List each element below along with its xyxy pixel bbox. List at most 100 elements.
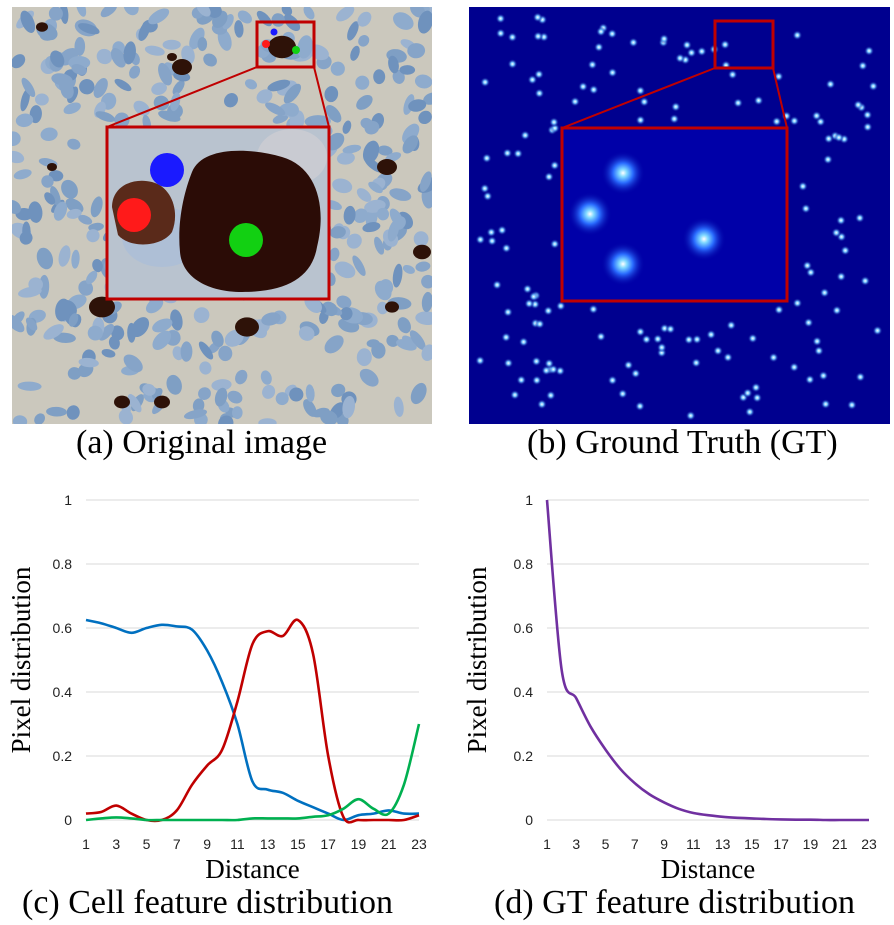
density-dot (486, 227, 497, 238)
nucleus (85, 270, 98, 285)
nucleus (152, 318, 173, 333)
density-dot (549, 239, 560, 249)
nucleus (303, 5, 315, 20)
nucleus (61, 179, 78, 199)
nucleus (127, 394, 142, 413)
density-dot (803, 317, 814, 328)
x-tick-label: 19 (803, 836, 819, 852)
nucleus (392, 69, 405, 84)
nucleus (198, 387, 211, 400)
density-dot (686, 47, 697, 58)
nucleus (211, 379, 232, 391)
density-dot (812, 336, 823, 347)
nucleus (227, 390, 243, 404)
x-tick-label: 5 (602, 836, 610, 852)
nucleus (389, 188, 412, 201)
nucleus (407, 43, 426, 59)
cell-feature-chart: 0 0.2 0.4 0.6 0.8 1 1 3 5 7 9 11 13 15 17 19 21 23 Distanc… (0, 480, 440, 885)
nucleus (98, 323, 115, 341)
nucleus (86, 229, 100, 243)
blue-marker-large (150, 153, 184, 187)
density-dot (670, 101, 681, 112)
nucleus (96, 48, 113, 65)
ground-truth-image (469, 7, 890, 424)
density-dot (533, 31, 544, 42)
density-dot (522, 284, 533, 294)
nucleus (324, 335, 344, 354)
density-dot (588, 84, 599, 95)
density-dot (692, 334, 702, 345)
nucleus (183, 409, 208, 420)
nucleus (148, 8, 170, 25)
density-dot (639, 96, 650, 107)
density-dot (527, 74, 538, 85)
nucleus (402, 264, 415, 274)
density-dot (607, 67, 618, 78)
density-dot (665, 324, 676, 335)
nucleus (320, 410, 338, 426)
x-tick-label: 7 (173, 836, 181, 852)
zoom-inset (105, 125, 331, 301)
x-tick-label: 21 (381, 836, 397, 852)
y-tick-label: 0.4 (53, 684, 73, 700)
nucleus (350, 45, 360, 61)
nucleus (101, 348, 116, 358)
density-dot (587, 59, 598, 70)
density-dot (797, 181, 808, 192)
nucleus (342, 120, 352, 134)
density-dot (516, 375, 527, 385)
series-line (545, 499, 869, 822)
nucleus (298, 326, 315, 341)
nucleus (336, 5, 355, 22)
nucleus (59, 2, 69, 24)
density-dot (628, 37, 639, 48)
caption-d: (d) GT feature distribution (494, 884, 856, 921)
y-tick-label: 0.2 (53, 748, 73, 764)
nucleus (265, 102, 286, 116)
density-dot (475, 234, 486, 245)
density-dot (733, 97, 744, 108)
x-tick-label: 19 (351, 836, 367, 852)
nucleus (88, 222, 104, 232)
density-dot (532, 12, 543, 23)
x-tick-label: 15 (744, 836, 760, 852)
density-dot (771, 116, 782, 127)
nucleus (71, 64, 87, 75)
green-marker-large (229, 223, 263, 257)
density-dot (820, 399, 831, 410)
x-axis-label: Distance (661, 854, 755, 884)
density-dot (853, 99, 864, 110)
x-tick-label: 23 (411, 836, 427, 852)
nucleus (261, 312, 281, 326)
nucleus (123, 41, 136, 65)
density-dot (544, 358, 555, 369)
density-dot (706, 329, 717, 340)
y-axis-label: Pixel distribution (462, 566, 492, 753)
nucleus (67, 367, 82, 380)
density-dot (502, 148, 513, 159)
nucleus (63, 102, 81, 115)
nucleus (342, 395, 356, 419)
density-dot (727, 69, 738, 80)
nucleus (356, 348, 372, 367)
density-dot (825, 79, 836, 90)
nucleus (145, 297, 164, 314)
density-dot (696, 46, 707, 57)
nucleus (413, 231, 429, 247)
density-dot (691, 357, 702, 368)
nucleus (197, 37, 208, 52)
density-dot (544, 171, 554, 182)
x-tick-label: 7 (631, 836, 639, 852)
density-dot (682, 40, 692, 50)
nucleus (118, 409, 134, 425)
nucleus (93, 78, 108, 98)
gt-selection-box (713, 19, 775, 70)
density-dot (872, 325, 883, 336)
nucleus (48, 6, 63, 21)
nucleus (244, 79, 258, 90)
gt-feature-chart-svg: 00.20.40.60.811 3 5 7 9 11 13 15 17 19 21 23Distanc… (462, 492, 877, 884)
density-dot (833, 132, 844, 143)
nucleus (95, 111, 116, 122)
density-dot (518, 336, 529, 347)
gt-feature-chart: 0 0.2 0.4 0.6 0.8 1 1 3 5 7 9 11 13 15 17 19 21 23 Distanc… (456, 480, 894, 885)
